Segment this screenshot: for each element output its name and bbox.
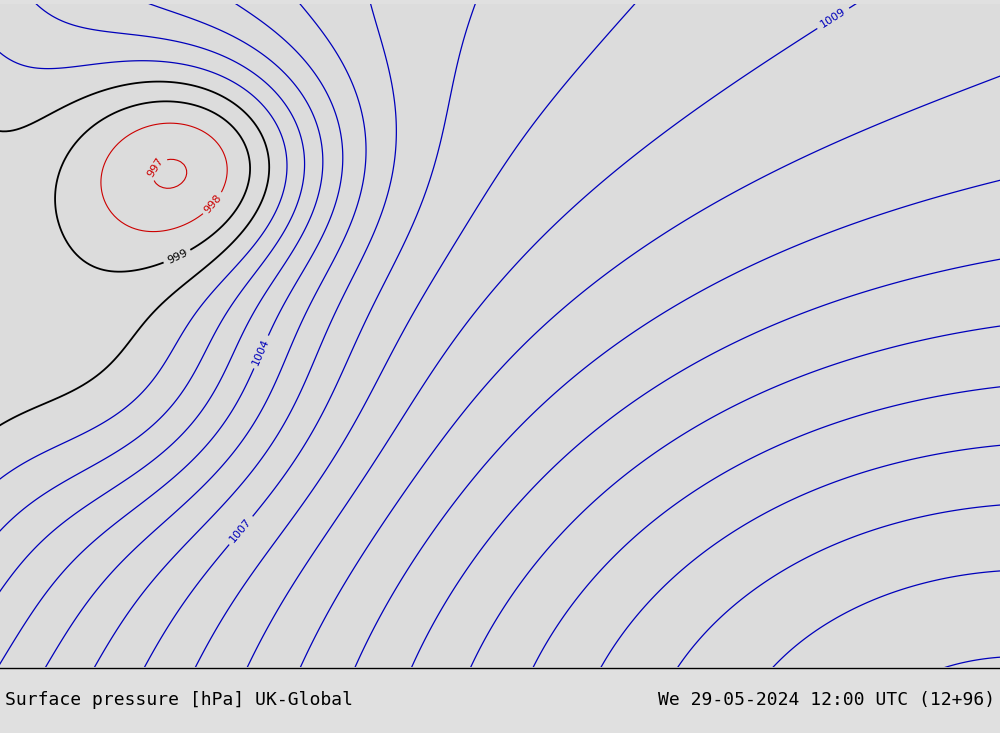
Text: 999: 999 [165,248,189,266]
Text: 1009: 1009 [819,7,848,30]
Text: 1005: 1005 [15,685,38,715]
Text: 998: 998 [203,192,224,215]
Text: 1007: 1007 [228,517,254,545]
Text: Surface pressure [hPa] UK-Global: Surface pressure [hPa] UK-Global [5,691,353,709]
Text: We 29-05-2024 12:00 UTC (12+96): We 29-05-2024 12:00 UTC (12+96) [658,691,995,709]
Text: 1004: 1004 [251,337,271,367]
Text: 1006: 1006 [58,699,80,728]
Text: 997: 997 [145,155,165,179]
